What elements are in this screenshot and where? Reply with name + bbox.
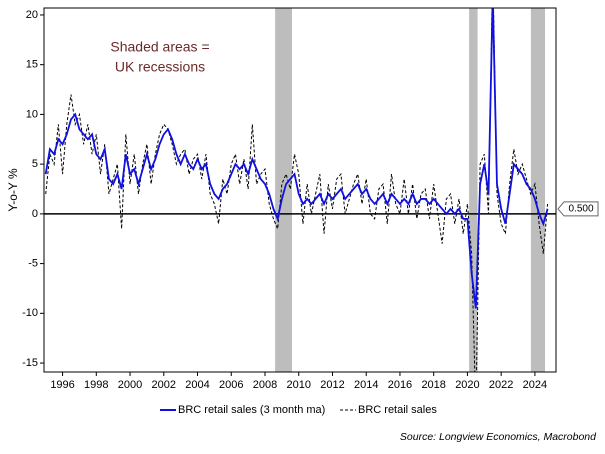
y-tick-label: 15	[26, 59, 38, 71]
y-tick-label: 10	[26, 108, 38, 120]
recession-band	[469, 8, 478, 372]
x-tick-label: 2014	[354, 379, 378, 391]
last-value-box	[557, 201, 599, 217]
x-tick-label: 1996	[50, 379, 74, 391]
x-tick-label: 1998	[84, 379, 108, 391]
plot-frame	[43, 7, 557, 373]
y-tick-label: 5	[32, 158, 38, 170]
x-tick-label: 2018	[421, 379, 445, 391]
x-tick-label: 2024	[523, 379, 547, 391]
recession-band	[530, 8, 546, 372]
x-tick-label: 2016	[388, 379, 412, 391]
x-tick-label: 2006	[219, 379, 243, 391]
x-tick-label: 2008	[253, 379, 277, 391]
y-tick-label: 0	[32, 208, 38, 220]
y-tick-label: -10	[22, 307, 38, 319]
x-tick-label: 2020	[455, 379, 479, 391]
y-tick-label: 20	[26, 9, 38, 21]
x-tick-label: 2000	[118, 379, 142, 391]
x-tick-label: 2022	[489, 379, 513, 391]
annotation: Shaded areas =	[110, 39, 209, 55]
annotation: UK recessions	[115, 59, 205, 75]
series-line	[44, 8, 549, 309]
x-tick-label: 2002	[152, 379, 176, 391]
y-axis-label: Y-o-Y %	[6, 168, 20, 212]
legend-label: BRC retail sales	[358, 404, 437, 416]
y-tick-label: -15	[22, 357, 38, 369]
plot-area	[44, 8, 556, 372]
x-tick-label: 2010	[286, 379, 310, 391]
legend-label: BRC retail sales (3 month ma)	[178, 404, 325, 416]
last-value-label: 0.500	[568, 204, 593, 215]
source: Source: Longview Economics, Macrobond	[400, 431, 597, 443]
x-tick-label: 2012	[320, 379, 344, 391]
y-tick-label: -5	[28, 258, 38, 270]
x-tick-label: 2004	[185, 379, 209, 391]
